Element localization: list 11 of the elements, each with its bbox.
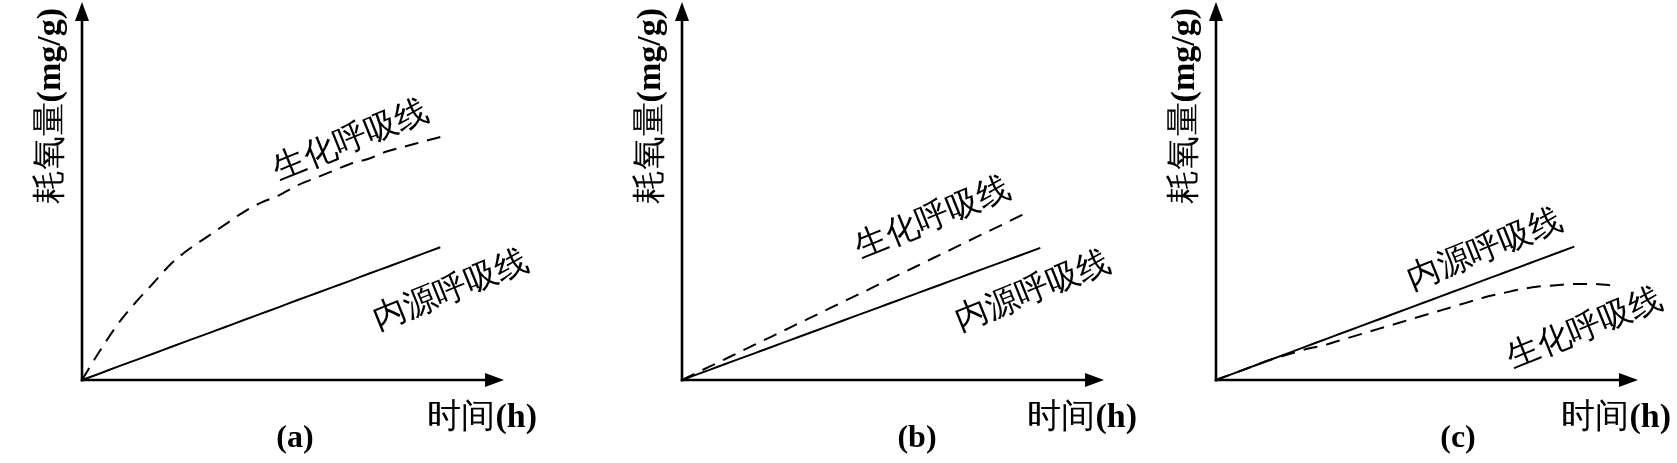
text: (a) <box>276 418 314 454</box>
text: 内源呼吸线 <box>367 241 534 337</box>
y-axis-title: 耗氧量(mg/g) <box>29 8 68 205</box>
x-axis-title: 时间(h) <box>1561 397 1671 435</box>
text: (c) <box>1440 418 1476 454</box>
y-axis-title: 耗氧量(mg/g) <box>629 8 668 205</box>
y-axis-title: 耗氧量(mg/g) <box>1163 8 1202 205</box>
text: 生化呼吸线 <box>267 91 434 187</box>
x-axis-title: 时间(h) <box>1027 397 1137 435</box>
text: (b) <box>897 418 937 454</box>
x-axis-title: 时间(h) <box>427 397 537 435</box>
